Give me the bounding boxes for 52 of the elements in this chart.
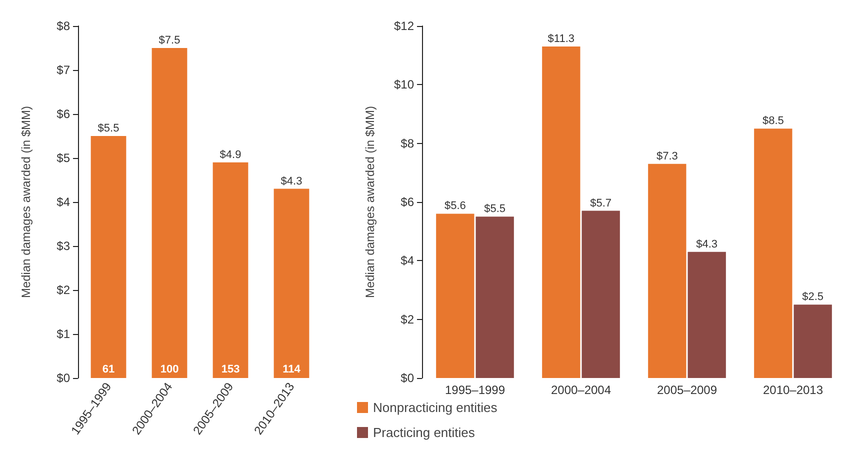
y-tick-label: $7 <box>56 63 70 77</box>
data-label: $5.5 <box>98 122 120 134</box>
y-tick-label: $0 <box>56 371 70 385</box>
data-label: $2.5 <box>802 291 824 304</box>
y-tick-label: $4 <box>56 195 70 209</box>
bar <box>212 162 248 378</box>
x-tick-label: 2005–2009 <box>656 383 718 397</box>
y-tick-label: $8 <box>56 19 70 33</box>
bar <box>542 46 580 378</box>
annotation: 100 <box>160 364 179 376</box>
y-tick-label: $12 <box>394 19 414 33</box>
y-tick-label: $3 <box>56 239 70 253</box>
data-label: $5.5 <box>484 203 506 216</box>
bar <box>476 216 514 378</box>
x-tick-label: 1995–1999 <box>444 383 506 397</box>
bar <box>274 188 310 378</box>
y-tick-label: $4 <box>400 254 414 268</box>
bar <box>754 128 792 378</box>
annotation: 114 <box>282 364 302 376</box>
bar <box>648 164 686 378</box>
y-tick-label: $0 <box>400 371 414 385</box>
bar <box>794 304 832 378</box>
annotation: 153 <box>221 364 240 376</box>
data-label: $7.3 <box>656 150 678 162</box>
y-tick-label: $2 <box>56 283 70 297</box>
bar <box>582 210 620 378</box>
y-tick-label: $10 <box>394 78 414 92</box>
x-tick-label: 2010–2013 <box>762 383 824 397</box>
y-tick-label: $2 <box>400 312 414 326</box>
data-label: $4.3 <box>280 175 302 188</box>
data-label: $11.3 <box>548 33 575 46</box>
y-axis-title: Median damages awarded (in $MM) <box>19 106 33 298</box>
bar <box>152 48 188 378</box>
y-tick-label: $5 <box>56 151 70 165</box>
y-tick-label: $6 <box>56 107 70 121</box>
y-axis-title: Median damages awarded (in $MM) <box>363 106 377 298</box>
data-label: $4.3 <box>696 238 718 250</box>
bar <box>90 136 126 378</box>
y-tick-label: $1 <box>56 327 70 341</box>
data-label: $5.6 <box>444 200 466 212</box>
legend-label: Practicing entities <box>373 425 476 440</box>
y-tick-label: $6 <box>400 195 414 209</box>
data-label: $8.5 <box>762 115 784 128</box>
x-tick-label: 2000–2004 <box>550 383 612 397</box>
data-label: $7.5 <box>158 34 180 46</box>
annotation: 61 <box>102 364 115 376</box>
bar <box>436 214 474 378</box>
y-tick-label: $8 <box>400 136 414 150</box>
legend-label: Nonpracticing entities <box>373 400 498 415</box>
data-label: $5.7 <box>590 197 612 210</box>
bar <box>688 252 726 378</box>
data-label: $4.9 <box>220 148 242 161</box>
